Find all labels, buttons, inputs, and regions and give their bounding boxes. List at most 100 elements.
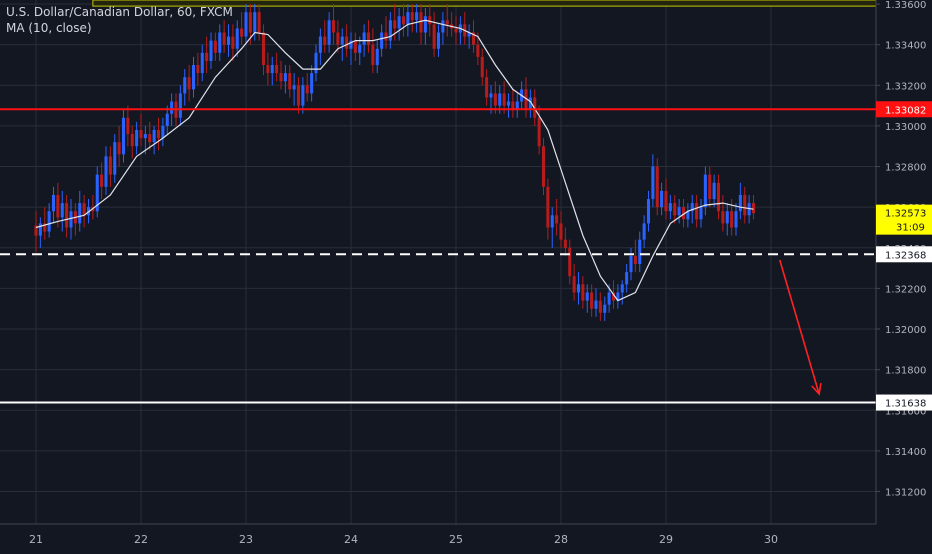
arrow-head-icon <box>811 383 822 396</box>
time-tick-label: 24 <box>344 533 358 546</box>
candle-body <box>161 125 165 139</box>
candle-body <box>476 44 480 57</box>
candle-body <box>362 32 366 45</box>
candle-body <box>261 32 266 65</box>
price-tick-label: 1.32000 <box>885 325 926 336</box>
candle-body <box>467 32 471 37</box>
candle <box>576 272 581 305</box>
candle <box>165 105 169 135</box>
candle <box>397 8 401 41</box>
price-tick-label: 1.31200 <box>885 488 926 499</box>
candle <box>358 36 362 65</box>
candle-body <box>471 32 476 45</box>
price-tick-label: 1.33000 <box>885 122 926 133</box>
candle <box>200 44 204 82</box>
candle-body <box>231 36 235 49</box>
candle-body <box>345 36 349 49</box>
candle-body <box>331 20 336 33</box>
candle <box>555 199 559 236</box>
candle-body <box>388 20 392 41</box>
candle-body <box>454 28 458 33</box>
candle <box>616 284 620 309</box>
candle-body <box>743 194 747 216</box>
candle <box>708 166 712 208</box>
candle <box>275 52 279 82</box>
candle-body <box>445 20 449 25</box>
candle <box>178 85 182 126</box>
candle-body <box>686 211 690 220</box>
candle-body <box>283 73 287 82</box>
candle-body <box>607 292 611 305</box>
candle-body <box>397 16 401 29</box>
candle-body <box>310 73 314 94</box>
candle <box>590 284 594 317</box>
candle <box>454 16 458 45</box>
candle <box>441 12 445 45</box>
candle-body <box>187 77 191 90</box>
price-tick-label: 1.33400 <box>885 41 926 52</box>
candle <box>222 20 226 53</box>
candle-body <box>305 85 309 94</box>
candle <box>546 178 550 240</box>
candle <box>664 178 668 220</box>
candle <box>305 73 309 102</box>
candle-body <box>226 36 231 45</box>
candle-body <box>165 113 169 126</box>
candle-body <box>572 276 576 293</box>
candle-body <box>642 223 646 240</box>
support-price-label: 1.32368 <box>885 250 926 261</box>
candle-body <box>712 182 716 200</box>
candle-body <box>296 85 301 106</box>
candle <box>751 194 756 220</box>
price-tick-label: 1.32800 <box>885 163 926 174</box>
candle <box>375 40 379 74</box>
candle-body <box>205 52 209 61</box>
candle <box>296 77 301 114</box>
candle-body <box>108 156 112 175</box>
candle <box>563 227 567 256</box>
candle-body <box>660 190 664 208</box>
candle <box>82 194 86 228</box>
candle-body <box>34 225 38 236</box>
candle-body <box>436 32 441 49</box>
candle <box>651 154 655 208</box>
candle-body <box>541 146 546 187</box>
candle-body <box>515 101 519 110</box>
candle <box>257 4 261 41</box>
candle <box>695 194 699 228</box>
candle <box>340 28 344 61</box>
candle-body <box>292 85 296 90</box>
time-tick-label: 23 <box>239 533 253 546</box>
candle-body <box>428 16 432 25</box>
candle <box>152 125 156 155</box>
support-price-tag <box>876 246 932 263</box>
candles <box>34 4 756 321</box>
candle-body <box>576 284 581 293</box>
candle <box>432 12 436 57</box>
candle-body <box>730 211 734 228</box>
price-tick-label: 1.31400 <box>885 447 926 458</box>
candle-body <box>366 32 371 45</box>
candle-body <box>563 239 567 248</box>
candle <box>156 117 161 151</box>
candle <box>148 121 152 151</box>
candle-body <box>432 24 436 49</box>
candle <box>423 8 427 45</box>
candle-body <box>156 129 161 139</box>
current-price-tag <box>876 204 932 235</box>
candle-body <box>375 48 379 65</box>
candle <box>336 20 340 53</box>
candle-body <box>690 203 694 212</box>
candle-body <box>498 93 502 106</box>
candle <box>673 194 677 224</box>
price-tick-label: 1.31800 <box>885 366 926 377</box>
candle <box>384 16 388 49</box>
candle <box>572 264 576 301</box>
candle-body <box>489 93 493 98</box>
candle-body <box>218 32 222 53</box>
time-tick-label: 25 <box>449 533 463 546</box>
candle <box>393 4 397 41</box>
